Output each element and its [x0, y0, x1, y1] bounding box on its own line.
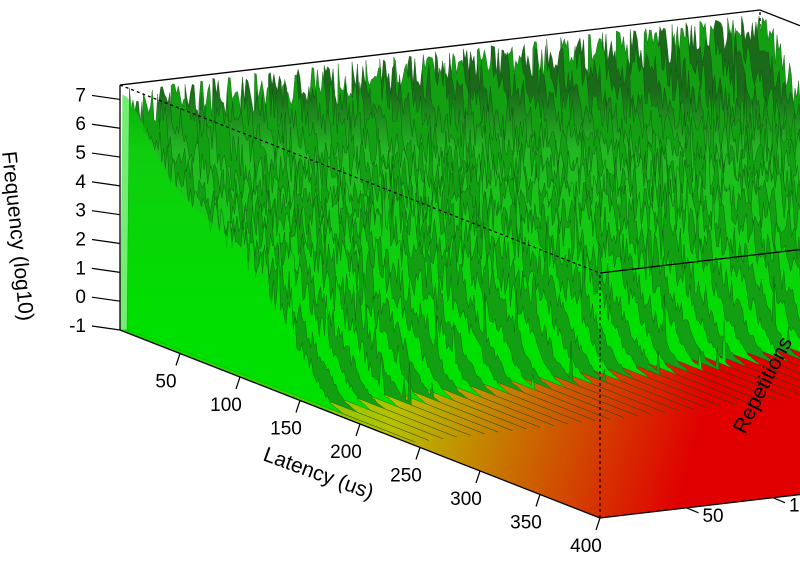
y-tick	[686, 507, 699, 514]
z-tick-label: 5	[75, 143, 86, 164]
y-tick-label: 100	[789, 496, 800, 517]
z-axis-title: Frequency (log10)	[0, 150, 38, 322]
box-edge	[119, 9, 761, 86]
x-axis: 50 100 150 200 250 300 350 400	[155, 353, 602, 557]
box-edge	[119, 84, 601, 274]
y-tick-label: 50	[702, 506, 723, 527]
x-tick	[415, 447, 421, 460]
z-tick-label: 3	[75, 201, 86, 222]
x-tick-label: 50	[155, 372, 176, 393]
x-tick	[355, 423, 361, 437]
z-tick	[91, 238, 121, 245]
x-tick	[175, 353, 181, 366]
x-tick	[535, 494, 541, 507]
x-tick-label: 300	[450, 489, 482, 510]
z-tick-label: 6	[75, 114, 86, 135]
z-tick	[91, 296, 121, 302]
x-tick-label: 250	[390, 466, 422, 487]
z-tick	[91, 123, 121, 129]
z-tick-label: 7	[75, 85, 86, 106]
z-tick	[91, 210, 121, 216]
z-tick-label: 2	[75, 230, 86, 251]
box-edge	[599, 248, 800, 274]
z-tick-label: 0	[75, 287, 86, 308]
x-tick	[235, 376, 241, 390]
z-tick	[91, 94, 121, 101]
x-tick-label: 400	[570, 536, 602, 557]
x-tick	[595, 517, 601, 531]
z-tick-label: 1	[75, 258, 86, 279]
x-tick	[295, 400, 301, 413]
x-tick-label: 150	[270, 419, 302, 440]
z-tick-label: 4	[75, 172, 86, 193]
x-tick-label: 350	[510, 513, 542, 534]
x-tick	[475, 470, 481, 484]
z-tick	[91, 181, 121, 187]
x-tick-label: 200	[330, 442, 362, 463]
z-tick	[91, 325, 121, 331]
z-tick-label: -1	[69, 316, 86, 337]
box-edge	[599, 493, 800, 519]
x-tick-label: 100	[210, 395, 242, 416]
surface-ridges	[120, 15, 800, 443]
z-axis: -1 0 1 2 3 4 5 6 7	[69, 85, 121, 337]
z-tick	[91, 152, 121, 158]
z-tick	[91, 267, 121, 273]
surface-front-face	[120, 94, 408, 443]
y-tick	[772, 497, 786, 504]
box-front-edges	[119, 9, 800, 519]
